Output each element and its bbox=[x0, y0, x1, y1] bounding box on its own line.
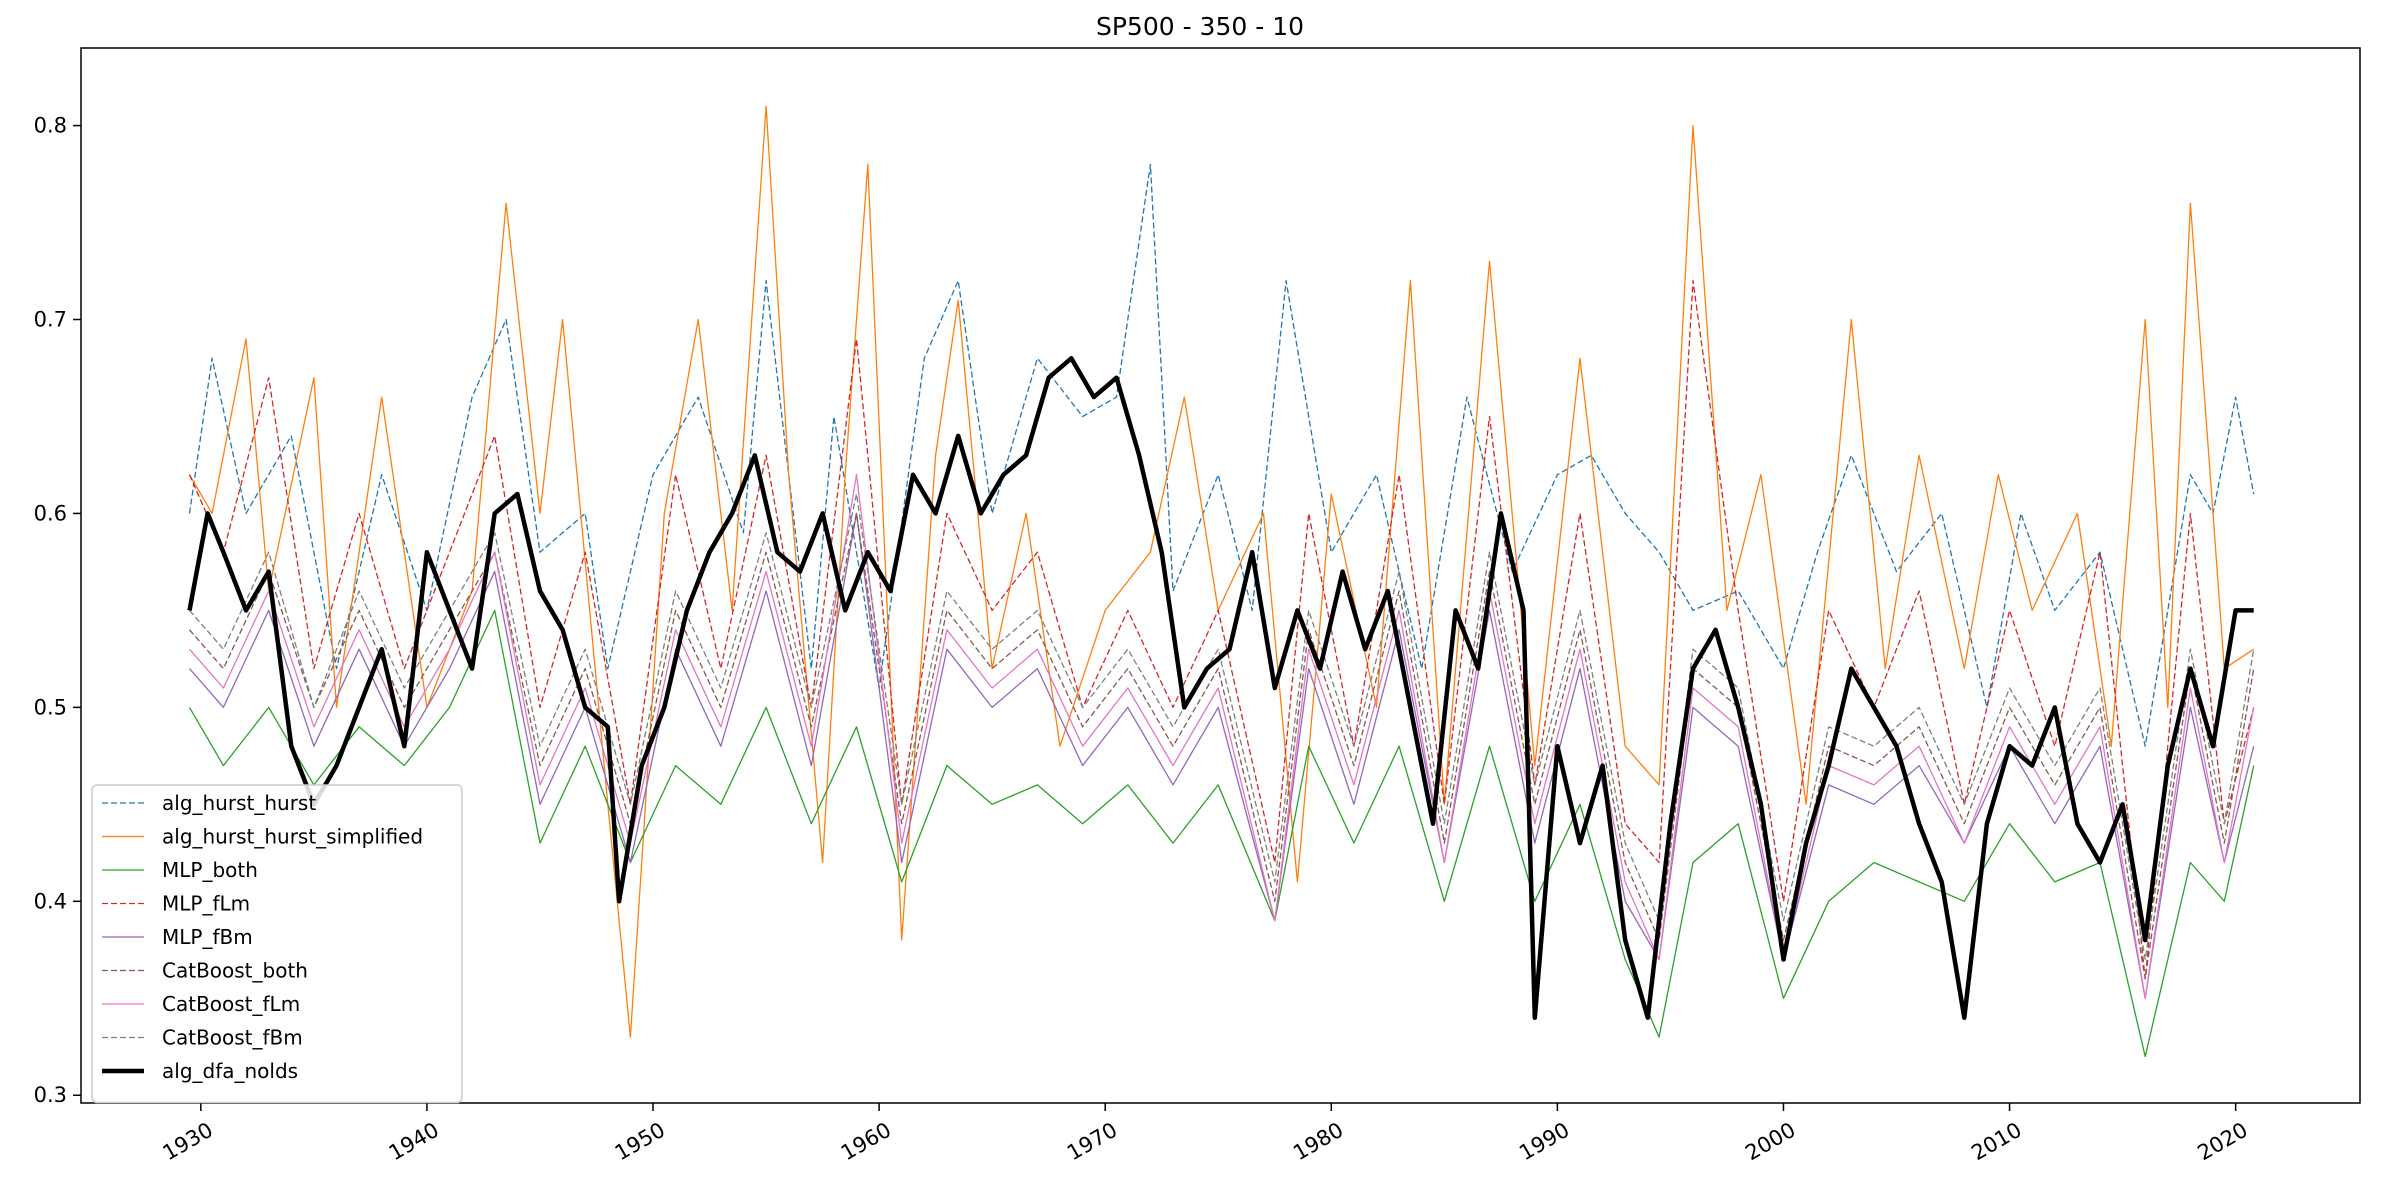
legend-label-alg-dfa-nolds: alg_dfa_nolds bbox=[162, 1059, 298, 1083]
x-tick-label: 1990 bbox=[1515, 1118, 1573, 1166]
chart-title: SP500 - 350 - 10 bbox=[1096, 12, 1304, 41]
y-tick-label: 0.8 bbox=[34, 114, 67, 138]
x-tick-label: 1970 bbox=[1063, 1118, 1121, 1166]
series-line-mlp-both bbox=[188, 609, 2255, 1058]
x-tick-label: 1930 bbox=[159, 1118, 217, 1166]
series-line-mlp-flm bbox=[188, 280, 2255, 980]
legend-label-alg-hurst-hurst-simplified: alg_hurst_hurst_simplified bbox=[162, 825, 423, 849]
series-line-catboost-flm bbox=[189, 474, 2255, 999]
y-axis: 0.3 0.4 0.5 0.6 0.7 0.8 bbox=[34, 114, 81, 1107]
series-line-alg-dfa-nolds bbox=[187, 356, 2254, 1020]
series-line-catboost-both bbox=[189, 512, 2255, 980]
legend-box bbox=[91, 784, 463, 1104]
x-tick-label: 1960 bbox=[837, 1118, 895, 1166]
series-line-alg-hurst-hurst bbox=[188, 163, 2255, 747]
x-tick-label: 1940 bbox=[385, 1118, 443, 1166]
x-tick-label: 2020 bbox=[2193, 1118, 2251, 1166]
x-tick-label: 1950 bbox=[611, 1118, 669, 1166]
legend-label-mlp-both: MLP_both bbox=[162, 858, 258, 882]
legend-label-catboost-both: CatBoost_both bbox=[162, 959, 308, 983]
series-line-catboost-fbm bbox=[189, 493, 2255, 961]
x-tick-label: 2010 bbox=[1967, 1118, 2025, 1166]
series-line-mlp-fbm bbox=[189, 512, 2255, 999]
x-tick-label: 1980 bbox=[1289, 1118, 1347, 1166]
legend-label-mlp-fbm: MLP_fBm bbox=[162, 925, 253, 949]
x-tick-label: 2000 bbox=[1741, 1118, 1799, 1166]
legend-label-catboost-flm: CatBoost_fLm bbox=[162, 992, 300, 1016]
y-tick-label: 0.5 bbox=[34, 695, 67, 719]
y-tick-label: 0.7 bbox=[34, 308, 67, 332]
series-line-alg-hurst-hurst-simplified bbox=[188, 105, 2255, 1038]
y-tick-label: 0.3 bbox=[34, 1083, 67, 1107]
y-tick-label: 0.4 bbox=[34, 889, 67, 913]
legend-label-mlp-flm: MLP_fLm bbox=[162, 892, 250, 916]
plot-lines bbox=[187, 105, 2255, 1058]
axes-frame bbox=[80, 47, 2361, 1104]
x-axis: 1930 1940 1950 1960 1970 1980 1990 2000 2010 2020 bbox=[159, 1103, 2252, 1165]
y-tick-label: 0.6 bbox=[34, 501, 67, 525]
legend-label-catboost-fbm: CatBoost_fBm bbox=[162, 1026, 303, 1050]
legend: alg_hurst_hurst alg_hurst_hurst_simplifie… bbox=[91, 784, 463, 1104]
legend-label-alg-hurst-hurst: alg_hurst_hurst bbox=[162, 791, 316, 815]
